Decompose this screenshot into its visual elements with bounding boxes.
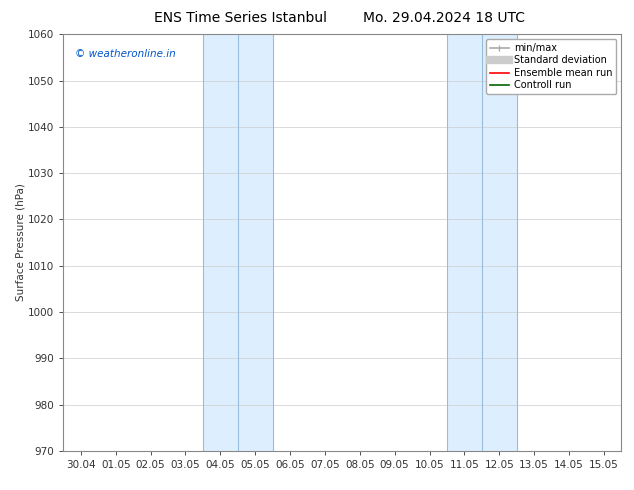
Text: ENS Time Series Istanbul: ENS Time Series Istanbul: [155, 11, 327, 25]
Text: Mo. 29.04.2024 18 UTC: Mo. 29.04.2024 18 UTC: [363, 11, 525, 25]
Bar: [238, 34, 273, 451]
Text: © weatheronline.in: © weatheronline.in: [75, 49, 176, 59]
Bar: [447, 34, 482, 451]
Legend: min/max, Standard deviation, Ensemble mean run, Controll run: min/max, Standard deviation, Ensemble me…: [486, 39, 616, 94]
Y-axis label: Surface Pressure (hPa): Surface Pressure (hPa): [15, 184, 25, 301]
Bar: [482, 34, 517, 451]
Bar: [203, 34, 238, 451]
